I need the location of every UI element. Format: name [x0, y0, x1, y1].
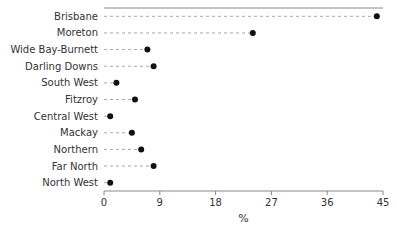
stem [104, 166, 154, 167]
x-tick-label: 45 [377, 197, 390, 208]
x-tick [383, 191, 384, 195]
category-label: Moreton [57, 27, 98, 38]
x-axis-label: % [238, 212, 248, 225]
plot-area [104, 13, 380, 185]
category-label: Far North [52, 161, 98, 172]
x-tick [271, 191, 272, 195]
frame-top [104, 8, 383, 9]
x-tick-label: 9 [157, 197, 163, 208]
stem [104, 32, 253, 33]
x-tick [159, 191, 160, 195]
dot [132, 97, 138, 103]
category-label: North West [42, 177, 98, 188]
dot [129, 130, 135, 136]
category-label: Wide Bay-Burnett [10, 44, 98, 55]
dot [107, 180, 113, 186]
chart-container: 0 9 18 27 36 45% Brisbane Moreton Wide Bay-Burne… [0, 0, 397, 227]
stem [104, 99, 135, 100]
dot [374, 13, 380, 19]
category-label: Mackay [60, 127, 98, 138]
category-label: Darling Downs [25, 61, 98, 72]
stem [104, 149, 141, 150]
dot [151, 163, 157, 169]
chart: 0 9 18 27 36 45% Brisbane Moreton Wide Bay-Burne… [0, 0, 397, 227]
category-label: Fitzroy [65, 94, 98, 105]
category-label: Northern [54, 144, 98, 155]
dot [107, 113, 113, 119]
x-tick-label: 36 [321, 197, 334, 208]
x-tick [104, 191, 105, 195]
x-tick-label: 18 [209, 197, 222, 208]
stem [104, 66, 154, 67]
stem [104, 16, 377, 17]
dot [138, 146, 144, 152]
stem [104, 49, 147, 50]
x-tick [327, 191, 328, 195]
dot [151, 63, 157, 69]
dot [250, 30, 256, 36]
dot [113, 80, 119, 86]
x-tick-label: 0 [101, 197, 107, 208]
x-tick [215, 191, 216, 195]
category-label: Brisbane [54, 11, 98, 22]
category-label: Central West [34, 111, 98, 122]
x-axis-line [104, 191, 383, 192]
x-tick-label: 27 [265, 197, 278, 208]
dot [144, 47, 150, 53]
category-label: South West [41, 77, 98, 88]
stem [104, 132, 132, 133]
